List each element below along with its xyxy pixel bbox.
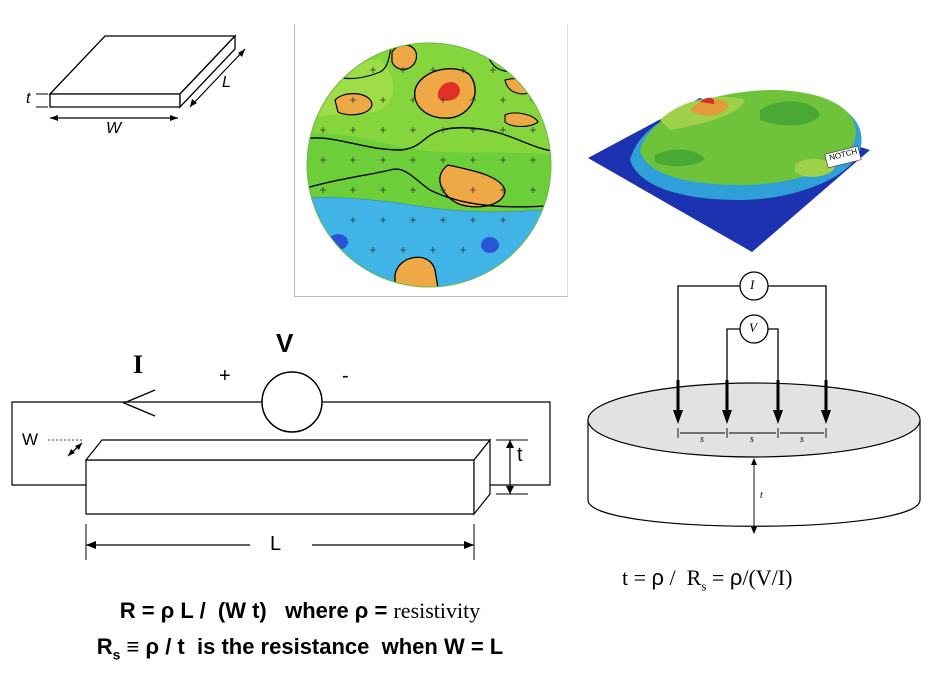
sheet-resistance-equation: Rs ≡ ρ / t is the resistance when W = L <box>96 634 504 663</box>
contour-map-frame <box>294 24 568 297</box>
minus-sign: - <box>342 365 349 387</box>
bar-length-label: L <box>270 533 282 555</box>
voltage-label: V <box>276 328 294 358</box>
bar-thickness-label: t <box>517 444 523 466</box>
bar-width-label: W <box>22 430 39 449</box>
current-label: I <box>133 350 144 379</box>
slab-length-label: L <box>222 74 231 91</box>
spacing-label-3: s <box>800 434 804 445</box>
plus-sign: + <box>219 365 231 387</box>
thickness-formula: t = ρ / Rs = ρ/(V/I) <box>622 565 793 594</box>
probe-thickness-label: t <box>760 490 763 501</box>
slab-thickness-label: t <box>26 90 31 107</box>
spacing-label-1: s <box>700 434 704 445</box>
slab-width-label: W <box>106 120 122 137</box>
resistance-equation: R = ρ L / (W t) where ρ = resistivity <box>119 598 481 623</box>
probe-current-label: I <box>750 277 755 292</box>
probe-voltage-label: V <box>749 320 757 335</box>
spacing-label-2: s <box>750 434 754 445</box>
